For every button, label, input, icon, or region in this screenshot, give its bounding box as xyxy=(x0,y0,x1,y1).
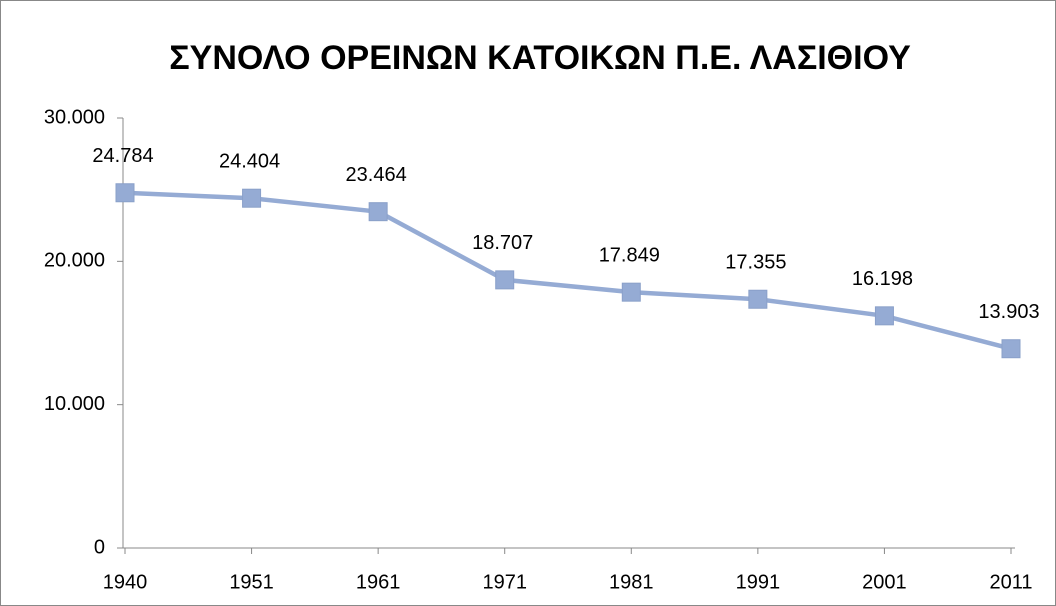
value-label: 17.849 xyxy=(599,244,660,266)
marker xyxy=(115,183,135,203)
value-label: 24.404 xyxy=(219,150,280,172)
data-line xyxy=(124,190,1012,351)
marker xyxy=(748,289,768,309)
x-tick-label: 2001 xyxy=(862,571,907,593)
x-tick-label: 1981 xyxy=(609,571,654,593)
marker xyxy=(1001,339,1021,359)
y-tick-label: 30.000 xyxy=(44,106,105,128)
value-label: 13.903 xyxy=(978,301,1039,323)
x-tick-label: 2011 xyxy=(989,571,1032,593)
marker xyxy=(495,270,515,290)
x-tick-label: 1971 xyxy=(482,571,527,593)
y-tick-label: 10.000 xyxy=(44,393,105,415)
chart-title: ΣΥΝΟΛΟ ΟΡΕΙΝΩΝ ΚΑΤΟΙΚΩΝ Π.Ε. ΛΑΣΙΘΙΟΥ xyxy=(169,39,911,77)
value-label: 18.707 xyxy=(472,232,533,254)
x-tick-label: 1951 xyxy=(229,571,274,593)
value-label: 24.784 xyxy=(92,145,153,167)
y-tick-label: 0 xyxy=(94,536,105,558)
marker xyxy=(242,188,262,208)
value-label: 17.355 xyxy=(725,252,786,274)
x-tick-label: 1991 xyxy=(736,571,781,593)
y-tick-label: 20.000 xyxy=(44,250,105,272)
marker xyxy=(368,202,388,222)
value-label: 23.464 xyxy=(346,164,407,186)
x-tick-label: 1961 xyxy=(356,571,401,593)
x-tick-label: 1940 xyxy=(103,571,148,593)
value-label: 16.198 xyxy=(852,268,913,290)
marker xyxy=(874,306,894,326)
marker xyxy=(621,282,641,302)
